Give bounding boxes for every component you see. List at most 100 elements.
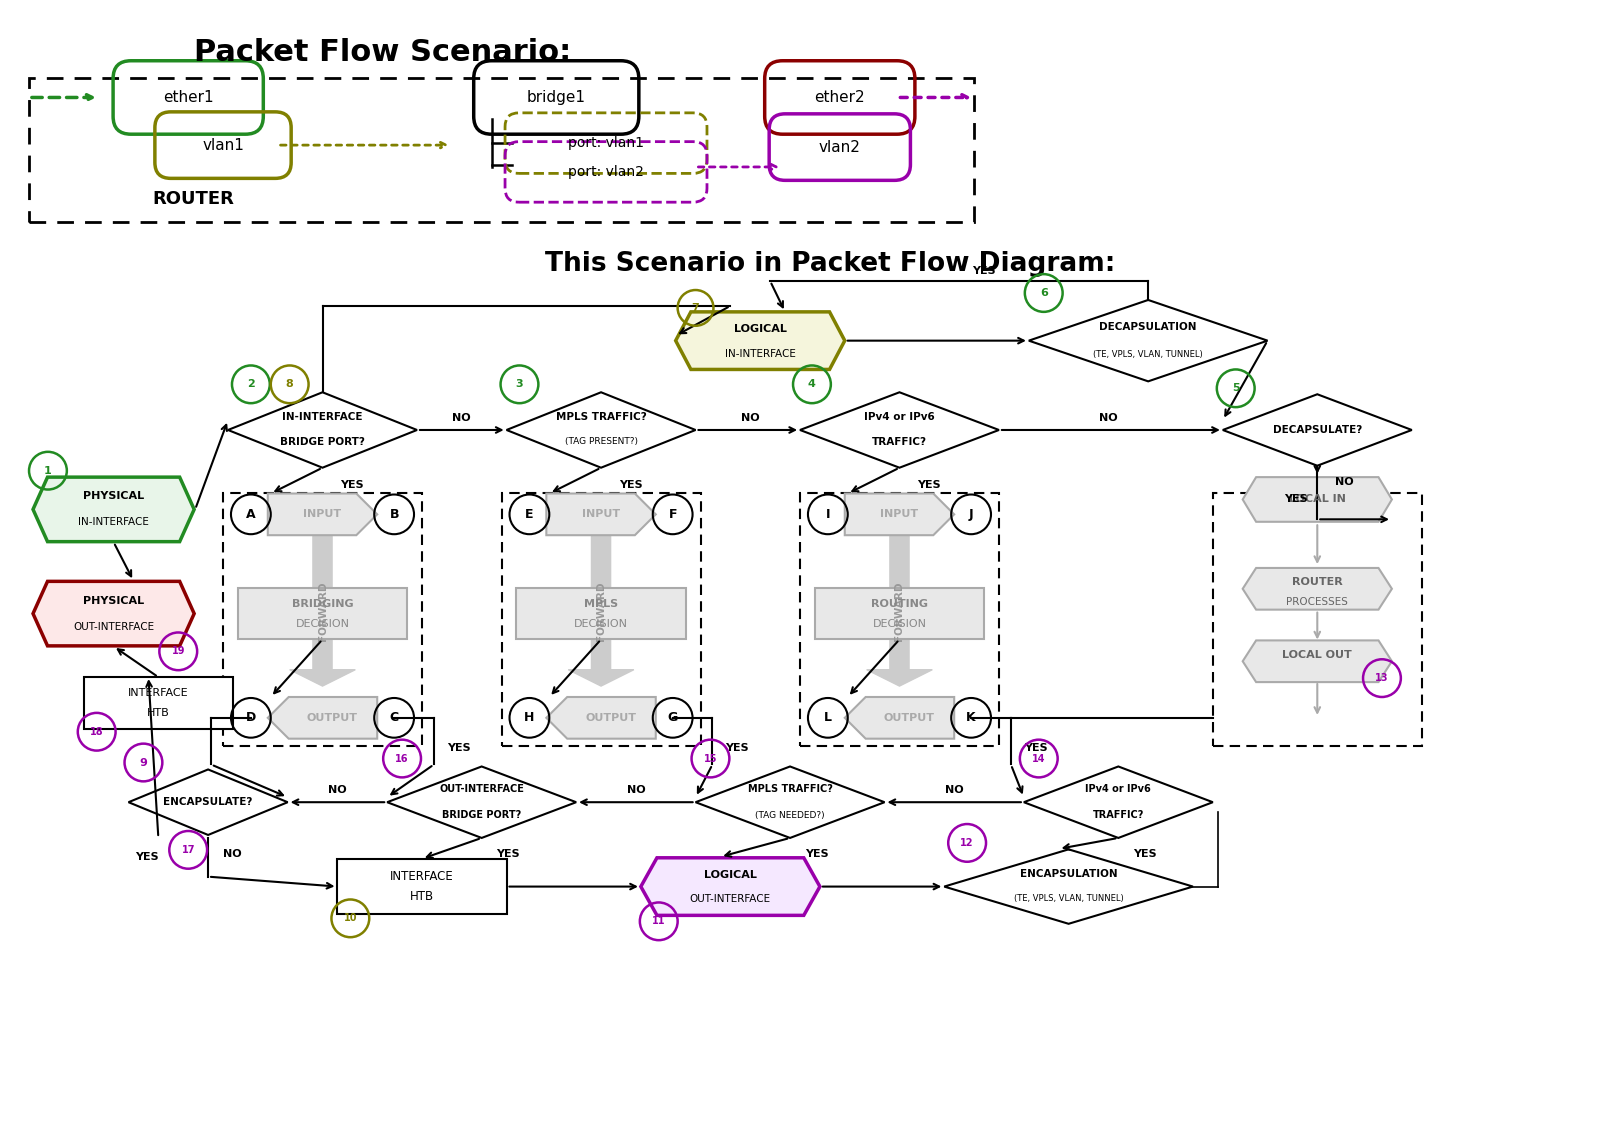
Polygon shape bbox=[1024, 767, 1213, 837]
Bar bbox=[501, 492, 701, 745]
Polygon shape bbox=[34, 581, 194, 646]
Text: PHYSICAL: PHYSICAL bbox=[83, 491, 144, 501]
Text: NO: NO bbox=[1099, 414, 1118, 423]
Text: HTB: HTB bbox=[147, 708, 170, 718]
Text: BRIDGING: BRIDGING bbox=[291, 599, 354, 609]
Text: 13: 13 bbox=[1376, 673, 1389, 683]
Text: FORWARD: FORWARD bbox=[597, 581, 606, 641]
Text: YES: YES bbox=[725, 743, 749, 753]
Bar bbox=[1213, 492, 1422, 745]
Text: INPUT: INPUT bbox=[582, 509, 621, 519]
Text: PHYSICAL: PHYSICAL bbox=[83, 596, 144, 606]
Text: IN-INTERFACE: IN-INTERFACE bbox=[78, 517, 149, 527]
Bar bbox=[238, 588, 406, 640]
Text: OUTPUT: OUTPUT bbox=[307, 713, 358, 723]
Polygon shape bbox=[675, 311, 845, 370]
Text: OUTPUT: OUTPUT bbox=[586, 713, 637, 723]
Bar bbox=[517, 588, 685, 640]
Polygon shape bbox=[227, 392, 418, 468]
Text: 4: 4 bbox=[808, 379, 816, 389]
Text: H: H bbox=[525, 711, 534, 724]
Polygon shape bbox=[800, 392, 998, 468]
Text: 2: 2 bbox=[246, 379, 254, 389]
Text: YES: YES bbox=[973, 266, 995, 277]
Text: vlan1: vlan1 bbox=[202, 137, 243, 153]
Text: DECISION: DECISION bbox=[872, 618, 926, 628]
Text: OUTPUT: OUTPUT bbox=[883, 713, 934, 723]
Text: YES: YES bbox=[917, 480, 941, 490]
Text: C: C bbox=[389, 711, 398, 724]
Polygon shape bbox=[34, 477, 194, 542]
Text: YES: YES bbox=[1024, 743, 1048, 753]
Text: K: K bbox=[966, 711, 976, 724]
Text: OUT-INTERFACE: OUT-INTERFACE bbox=[74, 622, 154, 632]
Text: I: I bbox=[826, 508, 830, 520]
Text: (TAG PRESENT?): (TAG PRESENT?) bbox=[565, 437, 637, 446]
Polygon shape bbox=[1222, 395, 1411, 465]
Text: YES: YES bbox=[446, 743, 470, 753]
Text: NO: NO bbox=[627, 786, 645, 796]
Text: MPLS TRAFFIC?: MPLS TRAFFIC? bbox=[747, 785, 832, 795]
Text: 14: 14 bbox=[1032, 753, 1045, 763]
Bar bbox=[338, 859, 507, 914]
Text: YES: YES bbox=[1133, 849, 1157, 859]
Text: INTERFACE: INTERFACE bbox=[128, 688, 189, 698]
Polygon shape bbox=[387, 767, 576, 837]
Polygon shape bbox=[867, 536, 933, 686]
Text: F: F bbox=[669, 508, 677, 520]
Text: INTERFACE: INTERFACE bbox=[390, 870, 454, 883]
Text: (TE, VPLS, VLAN, TUNNEL): (TE, VPLS, VLAN, TUNNEL) bbox=[1014, 894, 1123, 903]
Text: (TE, VPLS, VLAN, TUNNEL): (TE, VPLS, VLAN, TUNNEL) bbox=[1093, 350, 1203, 359]
Text: port: vlan2: port: vlan2 bbox=[568, 165, 643, 179]
Text: YES: YES bbox=[496, 849, 520, 859]
Text: J: J bbox=[968, 508, 973, 520]
Text: 11: 11 bbox=[651, 916, 666, 926]
Text: ROUTER: ROUTER bbox=[152, 190, 234, 208]
Bar bbox=[222, 492, 422, 745]
Polygon shape bbox=[290, 536, 355, 686]
Text: ether2: ether2 bbox=[814, 90, 866, 105]
Text: YES: YES bbox=[1283, 495, 1307, 505]
Text: ROUTING: ROUTING bbox=[870, 599, 928, 609]
Bar bbox=[800, 492, 998, 745]
Text: LOGICAL: LOGICAL bbox=[704, 870, 757, 880]
Polygon shape bbox=[128, 770, 288, 835]
Text: 7: 7 bbox=[691, 302, 699, 312]
Polygon shape bbox=[568, 536, 634, 686]
Text: FORWARD: FORWARD bbox=[894, 581, 904, 641]
Text: L: L bbox=[824, 711, 832, 724]
Text: OUT-INTERFACE: OUT-INTERFACE bbox=[690, 895, 771, 905]
Text: INPUT: INPUT bbox=[304, 509, 341, 519]
Text: 6: 6 bbox=[1040, 288, 1048, 298]
Text: FORWARD: FORWARD bbox=[317, 581, 328, 641]
Polygon shape bbox=[845, 697, 954, 738]
Text: YES: YES bbox=[134, 852, 158, 862]
Text: DECISION: DECISION bbox=[296, 618, 349, 628]
Polygon shape bbox=[944, 850, 1194, 924]
Text: NO: NO bbox=[946, 786, 963, 796]
Text: ether1: ether1 bbox=[163, 90, 213, 105]
Text: BRIDGE PORT?: BRIDGE PORT? bbox=[280, 437, 365, 447]
Text: TRAFFIC?: TRAFFIC? bbox=[1093, 810, 1144, 821]
Text: E: E bbox=[525, 508, 534, 520]
Text: IN-INTERFACE: IN-INTERFACE bbox=[725, 348, 795, 359]
Text: PROCESSES: PROCESSES bbox=[1286, 597, 1349, 607]
Polygon shape bbox=[845, 493, 954, 535]
Text: (TAG NEEDED?): (TAG NEEDED?) bbox=[755, 810, 826, 819]
Text: LOCAL OUT: LOCAL OUT bbox=[1283, 651, 1352, 660]
Text: DECAPSULATION: DECAPSULATION bbox=[1099, 321, 1197, 332]
Text: ENCAPSULATE?: ENCAPSULATE? bbox=[163, 797, 253, 807]
Text: D: D bbox=[246, 711, 256, 724]
Text: IPv4 or IPv6: IPv4 or IPv6 bbox=[864, 413, 934, 423]
Text: 15: 15 bbox=[704, 753, 717, 763]
Text: 1: 1 bbox=[45, 465, 51, 475]
Text: A: A bbox=[246, 508, 256, 520]
Text: DECISION: DECISION bbox=[574, 618, 629, 628]
Polygon shape bbox=[507, 392, 696, 468]
Text: MPLS TRAFFIC?: MPLS TRAFFIC? bbox=[555, 413, 646, 423]
Text: INPUT: INPUT bbox=[880, 509, 918, 519]
Text: 19: 19 bbox=[171, 646, 186, 656]
Text: MPLS: MPLS bbox=[584, 599, 618, 609]
Text: 16: 16 bbox=[395, 753, 410, 763]
Text: OUT-INTERFACE: OUT-INTERFACE bbox=[440, 785, 525, 795]
